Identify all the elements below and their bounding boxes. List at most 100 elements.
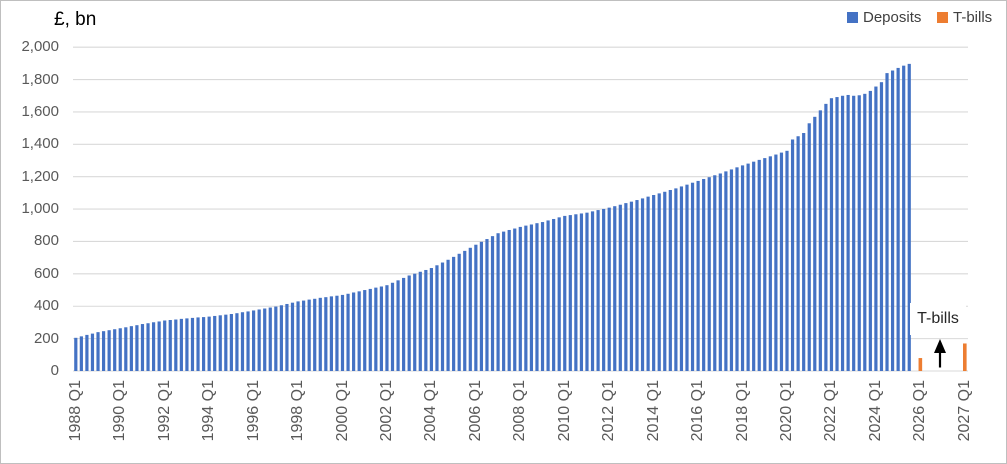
x-axis-tick-label: 2002 Q1: [377, 380, 395, 442]
deposit-bar: [740, 165, 745, 371]
deposit-bar: [524, 225, 528, 371]
deposit-bar: [113, 329, 117, 371]
deposit-bar: [129, 326, 133, 371]
deposit-bar: [857, 95, 861, 371]
y-axis-tick-label: 1,400: [21, 135, 59, 153]
deposit-bar: [157, 321, 161, 371]
y-axis-tick-label: 800: [33, 232, 59, 250]
deposit-bar: [624, 203, 628, 371]
deposit-bar: [313, 298, 317, 371]
deposit-bar: [224, 314, 228, 371]
deposit-bar: [885, 73, 889, 371]
deposit-bar: [657, 193, 661, 371]
deposit-bar: [546, 220, 550, 371]
deposit-bar: [746, 163, 750, 371]
deposit-bar: [440, 262, 445, 371]
deposit-bar: [407, 275, 411, 371]
deposit-bar: [185, 318, 189, 371]
x-axis-tick-label: 1990 Q1: [111, 380, 129, 442]
deposit-bar: [402, 277, 406, 371]
x-axis-tick-label: 2027 Q1: [955, 380, 973, 442]
y-axis-tick-label: 0: [50, 362, 59, 379]
deposit-bar: [174, 319, 178, 371]
deposit-bar: [396, 280, 400, 371]
deposit-bar: [201, 317, 206, 371]
deposit-bar: [374, 287, 378, 371]
y-axis-tick-label: 600: [33, 264, 59, 282]
deposit-bar: [302, 300, 306, 371]
deposit-bar: [668, 189, 672, 371]
deposit-bar: [363, 290, 367, 371]
deposit-bar: [702, 178, 706, 371]
deposit-bar: [652, 195, 656, 371]
deposit-bar: [507, 229, 511, 371]
deposit-bar: [151, 322, 156, 371]
y-axis-tick-label: 400: [33, 297, 59, 315]
tbill-bar: [963, 343, 967, 371]
deposit-bar: [663, 191, 667, 371]
deposit-bar: [163, 320, 167, 371]
deposit-bar: [101, 331, 106, 371]
deposit-bar: [418, 271, 422, 371]
deposit-bar: [268, 307, 272, 371]
deposit-bar: [479, 241, 484, 371]
deposit-bar: [85, 334, 89, 371]
y-axis-tick-label: 1,800: [21, 70, 59, 88]
x-axis-tick-label: 2010 Q1: [555, 380, 573, 442]
deposit-bar: [357, 291, 361, 371]
deposit-bar: [307, 299, 311, 371]
deposit-bar: [140, 324, 145, 371]
x-axis-tick-label: 1988 Q1: [66, 380, 84, 442]
deposit-bar: [757, 159, 761, 371]
deposit-bar: [685, 184, 689, 371]
deposit-bar: [246, 311, 250, 371]
deposit-bar: [813, 116, 817, 371]
deposit-bar: [218, 315, 222, 371]
deposit-bar: [285, 303, 289, 371]
deposit-bar: [529, 224, 534, 371]
deposit-bar: [585, 212, 589, 371]
deposit-bar: [107, 330, 111, 371]
deposit-bar: [229, 314, 233, 371]
x-axis-tick-label: 2004 Q1: [422, 380, 440, 442]
deposit-bar: [574, 214, 578, 371]
t-bills-annotation-label: T-bills: [917, 310, 959, 327]
deposit-bar: [718, 173, 722, 371]
deposit-bar: [607, 207, 611, 371]
deposit-bar: [879, 82, 884, 371]
deposit-bar: [618, 204, 622, 371]
x-axis-tick-label: 2022 Q1: [822, 380, 840, 442]
deposit-bar: [257, 309, 261, 371]
deposit-bar: [518, 226, 522, 371]
deposit-bar: [346, 293, 350, 371]
deposit-bar: [496, 233, 500, 371]
deposit-bar: [807, 123, 811, 371]
deposit-bar: [168, 320, 172, 371]
legend-item-deposits: Deposits: [847, 8, 921, 26]
deposit-bar: [902, 65, 906, 371]
x-axis-tick-label: 2000 Q1: [333, 380, 351, 442]
deposit-bar: [274, 306, 278, 371]
deposit-bar: [385, 285, 389, 371]
deposit-bar: [190, 317, 195, 371]
x-axis-tick-label: 2016 Q1: [689, 380, 707, 442]
deposit-bar: [774, 154, 778, 371]
deposit-bar: [240, 312, 245, 371]
deposit-bar: [463, 250, 467, 371]
x-axis-tick-label: 1996 Q1: [244, 380, 262, 442]
deposit-bar: [446, 259, 450, 371]
deposit-bar: [790, 139, 795, 371]
deposit-bar: [424, 269, 428, 371]
chart-title: £, bn: [54, 9, 97, 30]
deposit-bar: [779, 152, 784, 371]
deposit-bar: [457, 253, 461, 371]
deposit-bar: [296, 301, 300, 371]
y-axis-tick-label: 1,000: [21, 200, 59, 218]
deposit-bar: [829, 98, 834, 372]
deposit-bar: [557, 217, 561, 371]
legend-item-tbills: T-bills: [937, 8, 992, 26]
x-axis-tick-label: 2018 Q1: [733, 380, 751, 442]
x-axis-tick-label: 2006 Q1: [466, 380, 484, 442]
